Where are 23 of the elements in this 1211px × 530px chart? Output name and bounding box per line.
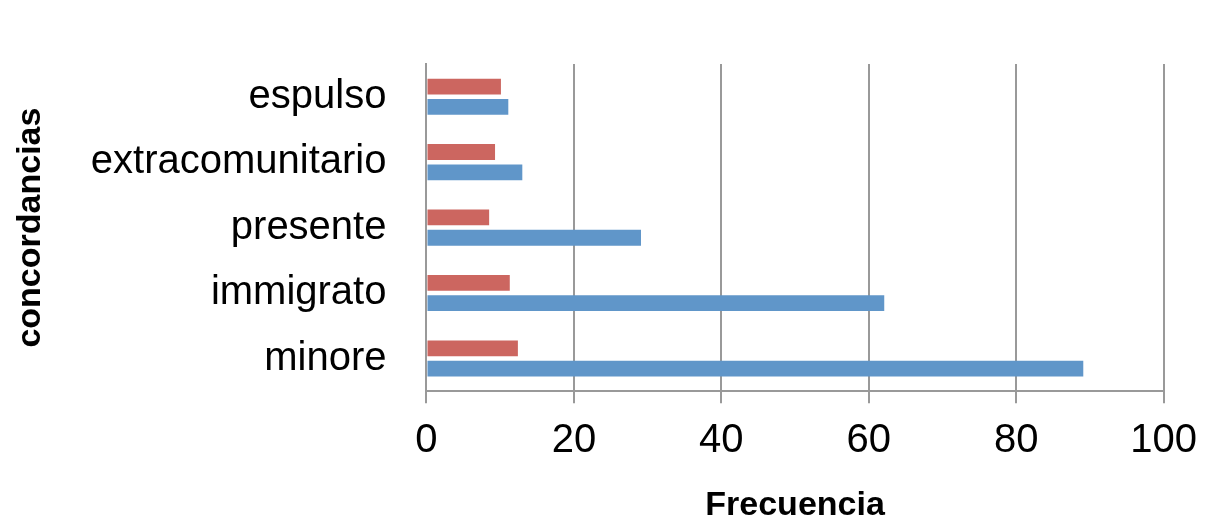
x-tick-label: 100 xyxy=(1130,416,1198,461)
x-axis-title: Frecuencia xyxy=(705,483,886,522)
x-tick-label: 60 xyxy=(846,416,892,461)
bar xyxy=(427,78,501,95)
bar xyxy=(427,229,641,246)
y-tick-label: extracomunitario xyxy=(90,137,387,182)
bar xyxy=(427,360,1084,377)
x-tick-label: 20 xyxy=(551,416,597,461)
x-tick-label: 80 xyxy=(993,416,1039,461)
bar xyxy=(427,274,510,291)
bar xyxy=(427,144,496,160)
x-tick-label: 40 xyxy=(699,416,744,461)
bar xyxy=(427,340,518,357)
bar xyxy=(427,209,490,226)
bar xyxy=(427,98,509,115)
bar xyxy=(427,164,523,181)
y-axis-title: concordancias xyxy=(8,107,47,348)
y-tick-label: immigrato xyxy=(210,268,387,313)
y-tick-label: minore xyxy=(264,333,387,378)
bar xyxy=(427,295,885,312)
y-tick-label: presente xyxy=(230,202,387,247)
y-tick-label: espulso xyxy=(248,71,387,116)
x-tick-label: 0 xyxy=(415,416,438,461)
